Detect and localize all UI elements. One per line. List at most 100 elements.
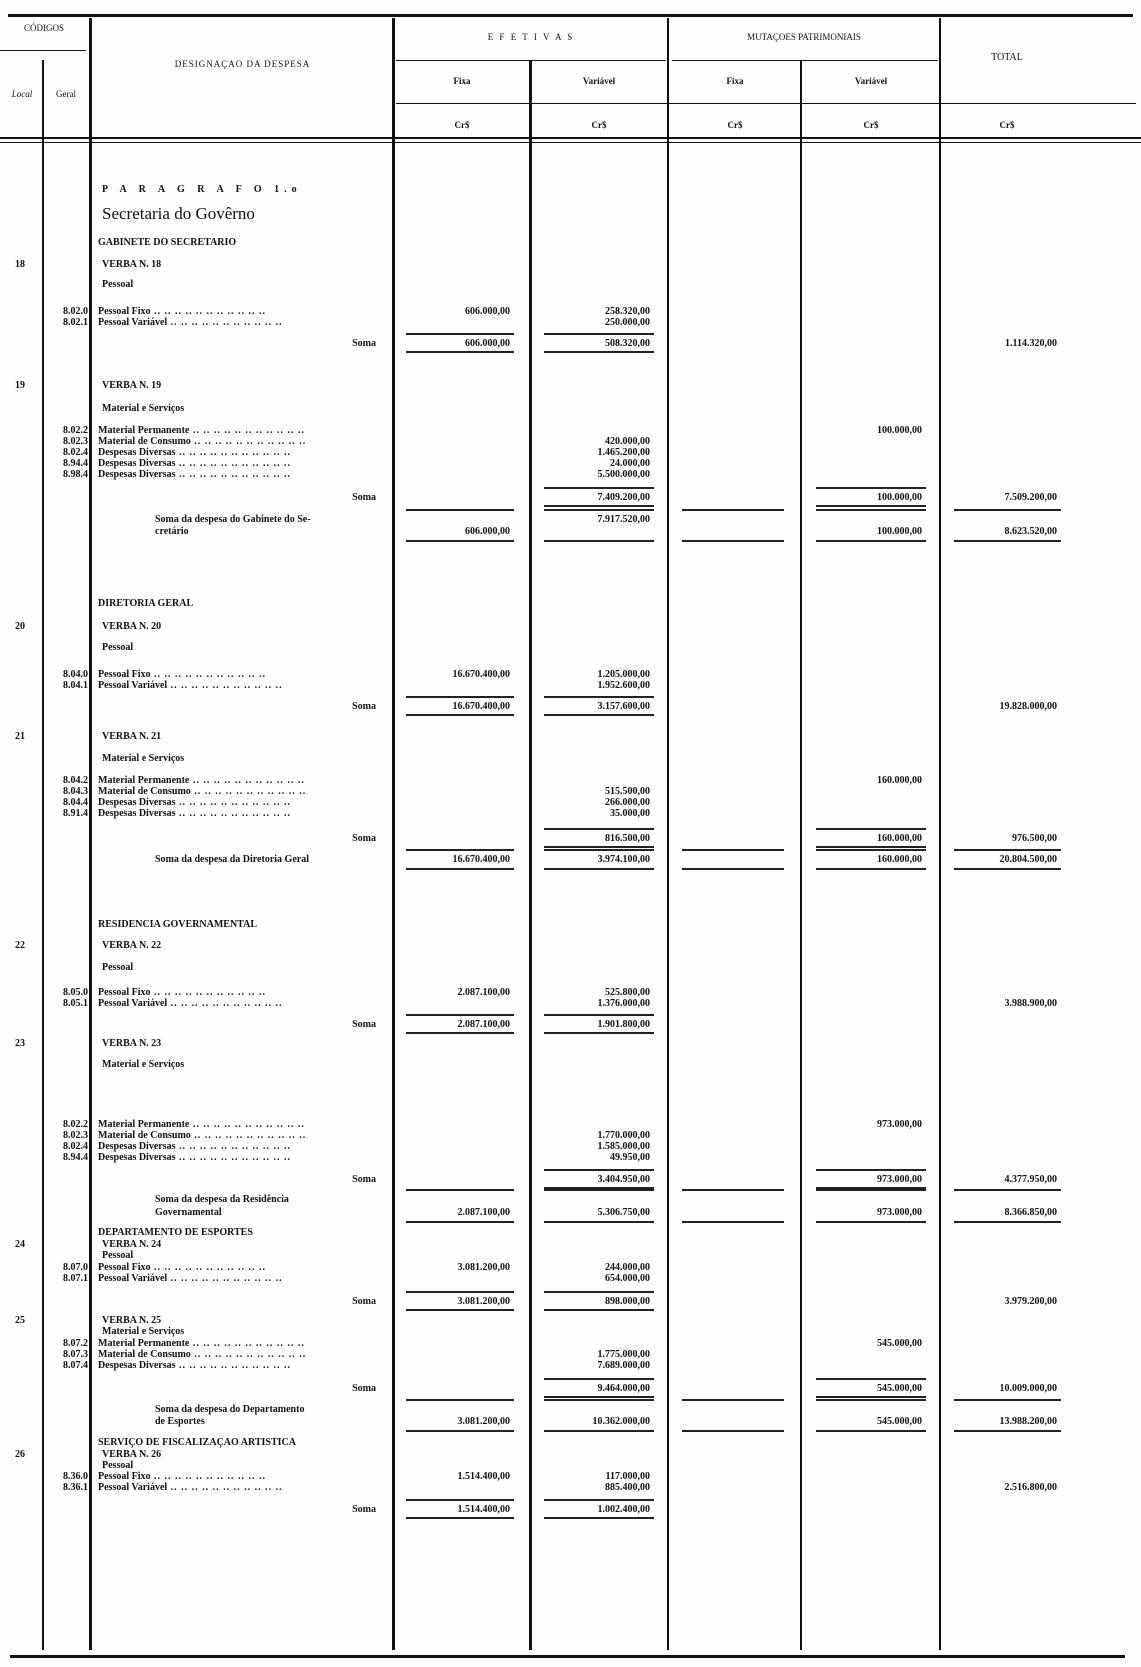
sum-double-rule [406,1309,514,1311]
expense-line-label: Pessoal Variável [98,317,283,328]
amount-ef-fixa: 16.670.400,00 [452,669,511,680]
amount-ef-var: 1.465.200,00 [597,447,651,458]
sum-double-rule [406,351,514,353]
bottom-rule [10,1655,1125,1658]
expense-line-label: Despesas Diversas [98,469,291,480]
amount-mp-var: 160.000,00 [877,854,922,865]
soma-despesa-top-rule [406,1189,514,1191]
sum-rule [406,696,514,698]
amount-ef-var: 117.000,00 [605,1471,650,1482]
amount-ef-var: 5.500.000,00 [597,469,651,480]
soma-despesa-bottom-rule [816,1221,926,1223]
soma-despesa-label: de Esportes [155,1416,205,1427]
sum-rule [544,1499,654,1501]
geral-code: 8.02.2 [63,425,88,436]
soma-label: Soma [352,492,376,503]
amount-ef-fixa: 3.081.200,00 [457,1296,511,1307]
verba-category: Material e Serviços [102,1326,185,1337]
col-divider-mut [800,60,802,1650]
geral-code: 8.04.2 [63,775,88,786]
amount-total: 2.516.800,00 [1004,1482,1058,1493]
soma-despesa-bottom-rule [544,540,654,542]
amount-ef-var: 9.464.000,00 [597,1383,651,1394]
amount-ef-var: 1.770.000,00 [597,1130,651,1141]
geral-code: 8.07.3 [63,1349,88,1360]
amount-ef-var: 35.000,00 [610,808,650,819]
geral-code: 8.04.1 [63,680,88,691]
amount-total: 7.509.200,00 [1004,492,1058,503]
amount-ef-var: 1.205.000,00 [597,669,651,680]
geral-code: 8.04.3 [63,786,88,797]
expense-line-label: Despesas Diversas [98,447,291,458]
amount-total: 976.500,00 [1012,833,1057,844]
soma-label: Soma [352,701,376,712]
verba-category: Material e Serviços [102,403,185,414]
sum-rule [406,1291,514,1293]
sum-rule [816,828,926,830]
amount-mp-var: 160.000,00 [877,833,922,844]
expense-line-label: Material de Consumo [98,436,306,447]
geral-code: 8.02.4 [63,1141,88,1152]
expense-line-label: Pessoal Variável [98,998,283,1009]
amount-ef-fixa: 1.514.400,00 [457,1504,511,1515]
soma-despesa-top-rule [682,849,784,851]
soma-despesa-top-rule [406,1399,514,1401]
expense-line-label: Despesas Diversas [98,797,291,808]
sum-rule [544,828,654,830]
sum-double-rule [544,846,654,848]
header-codigos: CÓDIGOS [23,23,64,33]
expense-line-label: Despesas Diversas [98,808,291,819]
amount-ef-var: 1.952.600,00 [597,680,651,691]
expense-line-label: Pessoal Fixo [98,1471,266,1482]
local-code: 18 [15,259,25,270]
sum-rule [544,487,654,489]
section-heading: DIRETORIA GERAL [98,598,194,609]
expense-line-label: Material Permanente [98,1338,305,1349]
soma-despesa-top-rule [544,509,654,511]
amount-ef-var: 1.002.400,00 [597,1504,651,1515]
soma-despesa-bottom-rule [682,1221,784,1223]
expense-line-label: Pessoal Fixo [98,669,266,680]
secretaria-title: Secretaria do Govêrno [102,204,255,223]
amount-mp-var: 545.000,00 [877,1416,922,1427]
sum-double-rule [816,846,926,848]
soma-despesa-top-rule [544,849,654,851]
header-mut-fixa: Fixa [726,76,744,86]
paragraph-heading: P A R A G R A F O 1.o [102,184,302,195]
section-heading: SERVIÇO DE FISCALIZAÇAO ARTISTICA [98,1437,296,1448]
expense-line-label: Despesas Diversas [98,1141,291,1152]
verba-heading: VERBA N. 19 [102,380,162,391]
soma-despesa-label: Soma da despesa da Residência [155,1194,289,1205]
col-divider-geral [89,18,92,1650]
soma-despesa-bottom-rule [682,868,784,870]
expense-line-label: Pessoal Variável [98,680,283,691]
col-divider-group [667,18,669,1650]
geral-code: 8.02.1 [63,317,88,328]
soma-label: Soma [352,1504,376,1515]
amount-ef-var: 266.000,00 [605,797,650,808]
soma-despesa-bottom-rule [954,1221,1061,1223]
sum-rule [406,1499,514,1501]
sum-rule [816,487,926,489]
verba-category: Pessoal [102,279,134,290]
soma-label: Soma [352,1019,376,1030]
verba-category: Pessoal [102,1250,134,1261]
soma-despesa-bottom-rule [544,1430,654,1432]
amount-ef-var: 1.775.000,00 [597,1349,651,1360]
amount-total: 4.377.950,00 [1004,1174,1058,1185]
verba-heading: VERBA N. 23 [102,1038,162,1049]
amount-ef-var: 420.000,00 [605,436,650,447]
amount-ef-var: 885.400,00 [605,1482,650,1493]
amount-ef-var: 508.320,00 [605,338,650,349]
geral-code: 8.07.2 [63,1338,88,1349]
amount-total: 20.804.500,00 [999,854,1058,865]
header-mut-variavel: Variável [854,76,888,86]
top-rule [8,14,1133,17]
verba-heading: VERBA N. 24 [102,1239,162,1250]
expense-line-label: Material de Consumo [98,1130,306,1141]
codigos-rule [0,50,86,51]
amount-total: 3.988.900,00 [1004,998,1058,1009]
soma-despesa-top-rule [954,1399,1061,1401]
amount-ef-var: 250.000,00 [605,317,650,328]
geral-code: 8.98.4 [63,469,88,480]
